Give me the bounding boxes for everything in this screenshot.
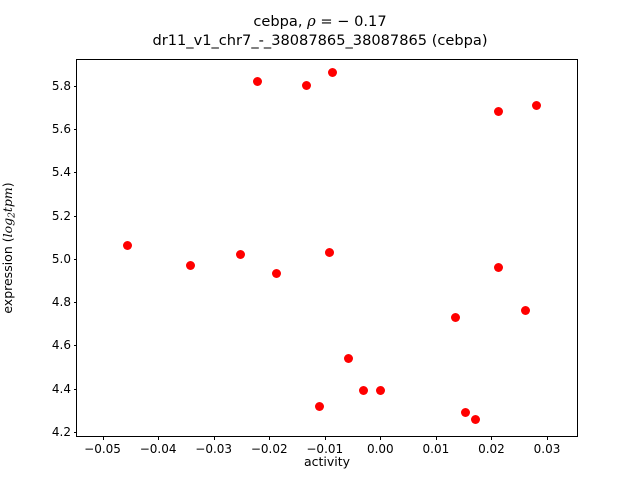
y-axis-label: expression (log2tpm) [0,59,18,437]
x-axis-tick-label: 0.03 [533,442,561,456]
y-axis-tick-mark [73,302,77,304]
y-axis-tick-label: 5.2 [51,208,71,223]
chart-title: cebpa, ρ = − 0.17 dr11_v1_chr7_-_3808786… [0,12,640,50]
chart-title-line-2: dr11_v1_chr7_-_38087865_38087865 (cebpa) [152,32,488,49]
x-axis-tick-label: 0.00 [366,442,394,456]
chart-title-line-1: cebpa, ρ = − 0.17 [0,12,640,31]
y-axis-label-log: log [0,217,15,238]
data-point [493,262,503,272]
data-point [314,401,324,411]
x-axis-tick-mark [491,436,493,440]
x-axis-tick-label: −0.04 [139,442,177,456]
y-axis-tick-label: 4.4 [51,381,71,396]
title-gene-prefix: cebpa, [253,13,308,30]
x-axis-tick-mark [269,436,271,440]
x-axis-label: activity [303,454,351,469]
scatter-plot-area [77,60,577,436]
data-point [375,386,385,396]
x-axis-tick-mark [102,436,104,440]
x-axis-tick-label: −0.05 [84,442,121,456]
data-point [344,353,354,363]
y-axis-tick-mark [73,215,77,217]
x-axis-tick-label: −0.01 [306,442,344,456]
x-axis-tick-label: 0.02 [478,442,505,456]
y-axis-tick-label: 4.6 [51,338,71,353]
data-point [235,249,245,259]
y-axis-tick-mark [73,432,77,434]
y-axis-tick-mark [73,85,77,87]
y-axis-tick-mark [73,345,77,347]
data-point [271,269,281,279]
data-point [185,260,195,270]
x-axis-tick-mark [435,436,437,440]
plot-axes-frame: −0.05 −0.04 −0.03 −0.02 −0.01 0.00 0.01 0.02 0.0… [52,59,578,456]
x-axis-tick-label: −0.02 [250,442,288,456]
x-axis-tick-mark [324,436,326,440]
x-axis-tick-mark [158,436,160,440]
y-axis-tick-label: 5.4 [51,165,71,180]
data-point [325,247,335,257]
data-point [520,306,530,316]
y-axis-tick-label: 5.8 [51,78,71,93]
x-axis-tick-label: 0.01 [422,442,450,456]
data-point [123,241,133,251]
data-point [531,100,541,110]
data-point [301,81,311,91]
data-point [252,76,262,86]
x-axis-tick-label: −0.03 [195,442,233,456]
y-axis-label-subscript: 2 [7,212,18,218]
y-axis-tick-label: 4.2 [51,425,71,440]
y-axis-tick-label: 4.8 [51,295,71,310]
data-point [493,107,503,117]
y-axis-tick-mark [73,128,77,130]
data-point [450,312,460,322]
y-axis-tick-mark [73,388,77,390]
y-axis-label-suffix: ) [0,182,15,188]
x-axis-tick-mark [380,436,382,440]
y-axis-label-prefix: expression ( [0,237,15,314]
x-axis-tick-mark [547,436,548,440]
data-point [460,408,470,418]
data-point [327,68,337,78]
y-axis-label-tpm: tpm [0,187,15,213]
data-point [471,414,481,424]
y-axis-tick-mark [73,172,77,174]
y-axis-tick-mark [73,258,77,260]
title-rho-symbol: ρ [307,13,316,30]
data-point [359,386,369,396]
title-rho-value: = − 0.17 [315,13,387,30]
x-axis-tick-mark [213,436,215,440]
y-axis-tick-label: 5.0 [51,251,71,266]
y-axis-tick-label: 5.6 [51,121,71,136]
